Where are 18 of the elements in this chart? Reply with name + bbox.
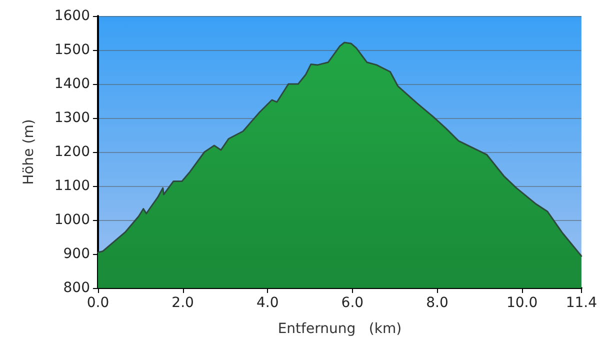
x-tick-label: 6.0 [341,295,364,311]
y-tick-label: 1600 [54,8,90,24]
y-tick-label: 800 [63,280,90,296]
x-tick-label: 4.0 [256,295,279,311]
x-tick-label: 10.0 [506,295,538,311]
y-tick-label: 1100 [54,178,90,194]
x-axis-title: Entfernung (km) [278,321,402,337]
x-tick-label: 0.0 [86,295,110,311]
x-tick-label: 11.4 [566,295,598,311]
y-tick-label: 1200 [54,144,90,160]
y-tick-label: 1000 [54,212,90,228]
y-tick-label: 900 [63,246,90,262]
y-axis-title: Höhe (m) [21,119,37,185]
y-tick-label: 1500 [54,42,90,58]
y-tick-label: 1400 [54,76,90,92]
x-tick-label: 8.0 [426,295,448,311]
y-tick-label: 1300 [54,110,90,126]
x-tick-label: 2.0 [172,295,194,311]
